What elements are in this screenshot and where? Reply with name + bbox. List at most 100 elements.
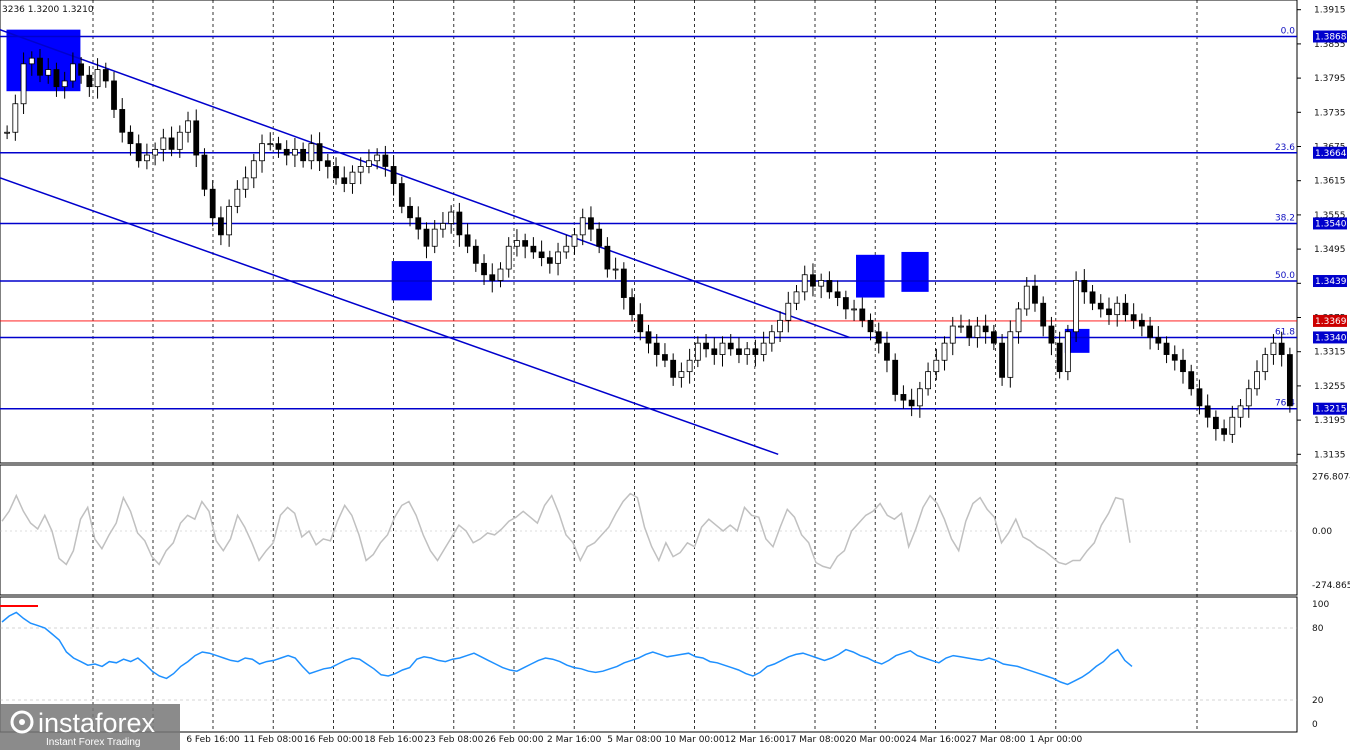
candle-body	[908, 399, 915, 407]
candle-body	[1270, 342, 1277, 355]
highlight-zone	[856, 254, 885, 298]
cci-panel-border	[0, 464, 1298, 596]
candle-body	[1196, 388, 1203, 407]
x-tick-label: 10 Mar 00:00	[665, 735, 725, 745]
candle-body	[168, 137, 175, 150]
candle-body	[785, 302, 792, 321]
candle-body	[588, 217, 594, 230]
candle-body	[571, 234, 578, 247]
candle-body	[1229, 416, 1236, 435]
candle-body	[637, 314, 644, 333]
candle-body	[119, 109, 126, 133]
candle-body	[144, 154, 150, 162]
candle-body	[768, 331, 775, 344]
highlight-zone	[1064, 328, 1090, 353]
candle-body	[111, 80, 117, 110]
candle-body	[316, 143, 323, 162]
candle-body	[456, 211, 463, 236]
cci-tick-label: 276.8074	[1312, 473, 1350, 483]
candle-body	[250, 160, 257, 179]
candle-body	[620, 268, 627, 298]
candle-body	[218, 217, 224, 236]
candle-body	[949, 325, 956, 344]
candle-body	[990, 331, 997, 344]
x-tick-label: 18 Feb 16:00	[364, 735, 423, 745]
current-price-label: 1.3369	[1315, 317, 1347, 327]
y-tick-label: 1.3855	[1314, 40, 1346, 50]
candle-body	[86, 74, 93, 88]
fib-price-label: 1.3340	[1315, 333, 1347, 343]
candle-body	[448, 211, 455, 224]
logo-tagline: Instant Forex Trading	[46, 737, 141, 748]
y-tick-label: 1.3915	[1314, 6, 1346, 16]
candle-body	[801, 274, 808, 293]
candle-body	[1147, 325, 1153, 338]
candle-body	[818, 280, 825, 287]
candle-body	[1163, 342, 1170, 355]
candle-body	[374, 154, 381, 162]
candle-body	[645, 331, 652, 344]
candle-body	[530, 245, 537, 253]
time-axis: 6 Feb 16:00 11 Feb 08:00 16 Feb 00:00 18 Fe…	[186, 735, 1082, 745]
candle-body	[736, 348, 742, 355]
candle-body	[522, 240, 529, 247]
candle-body	[875, 331, 882, 344]
candle-body	[1081, 280, 1088, 293]
candle-body	[1114, 302, 1121, 316]
fib-price-label: 1.3215	[1315, 405, 1347, 415]
candle-body	[1073, 280, 1079, 333]
fib-level-label: 76.4	[1275, 399, 1295, 409]
candle-body	[884, 342, 890, 361]
candle-body	[1245, 388, 1252, 407]
candle-body	[925, 371, 931, 390]
candle-body	[37, 57, 43, 76]
fib-price-tag	[1313, 331, 1347, 344]
candle-body	[752, 348, 759, 355]
x-tick-label: 23 Feb 08:00	[424, 735, 483, 745]
y-tick-label: 1.3195	[1314, 416, 1346, 426]
candle-body	[851, 308, 857, 311]
candle-body	[514, 240, 520, 247]
candle-body	[267, 143, 274, 146]
candle-body	[604, 245, 611, 270]
candle-body	[390, 166, 397, 184]
candle-body	[703, 342, 709, 350]
trend-channel	[0, 28, 850, 456]
y-tick-label: 1.3495	[1314, 245, 1346, 255]
candle-body	[933, 359, 940, 373]
candle-body	[226, 205, 233, 236]
candle-body	[53, 69, 60, 88]
candle-body	[1138, 319, 1145, 327]
candle-body	[1278, 342, 1285, 355]
candle-body	[275, 143, 282, 150]
fib-price-tag	[1313, 30, 1347, 43]
candle-body	[1048, 325, 1055, 344]
x-tick-label: 12 Mar 16:00	[725, 735, 785, 745]
candle-body	[1106, 308, 1112, 316]
candle-body	[1015, 308, 1022, 333]
fib-price-label: 1.3868	[1315, 32, 1347, 42]
candle-body	[234, 188, 241, 207]
candle-body	[382, 154, 389, 167]
rsi-indicator: 100 80 20 0	[0, 600, 1329, 730]
cci-tick-label: -274.8658	[1312, 581, 1350, 591]
cci-tick-label: 0.00	[1312, 527, 1332, 537]
candle-body	[1204, 405, 1211, 418]
rsi-line	[1, 611, 1133, 686]
candle-body	[555, 251, 561, 264]
fib-level-label: 0.0	[1281, 26, 1296, 36]
current-price-tag	[1313, 314, 1347, 327]
candle-body	[185, 120, 191, 133]
vertical-gridlines	[92, 0, 1198, 732]
candle-body	[440, 223, 446, 230]
x-tick-label: 11 Feb 08:00	[244, 735, 303, 745]
x-tick-label: 17 Mar 08:00	[785, 735, 845, 745]
fib-price-label: 1.3664	[1315, 149, 1347, 159]
candle-body	[1089, 291, 1096, 304]
logo-mark-icon	[10, 710, 34, 734]
rsi-panel-border	[0, 596, 1298, 733]
candle-body	[974, 325, 981, 338]
x-tick-label: 1 Apr 00:00	[1029, 735, 1082, 745]
candle-body	[867, 319, 874, 333]
